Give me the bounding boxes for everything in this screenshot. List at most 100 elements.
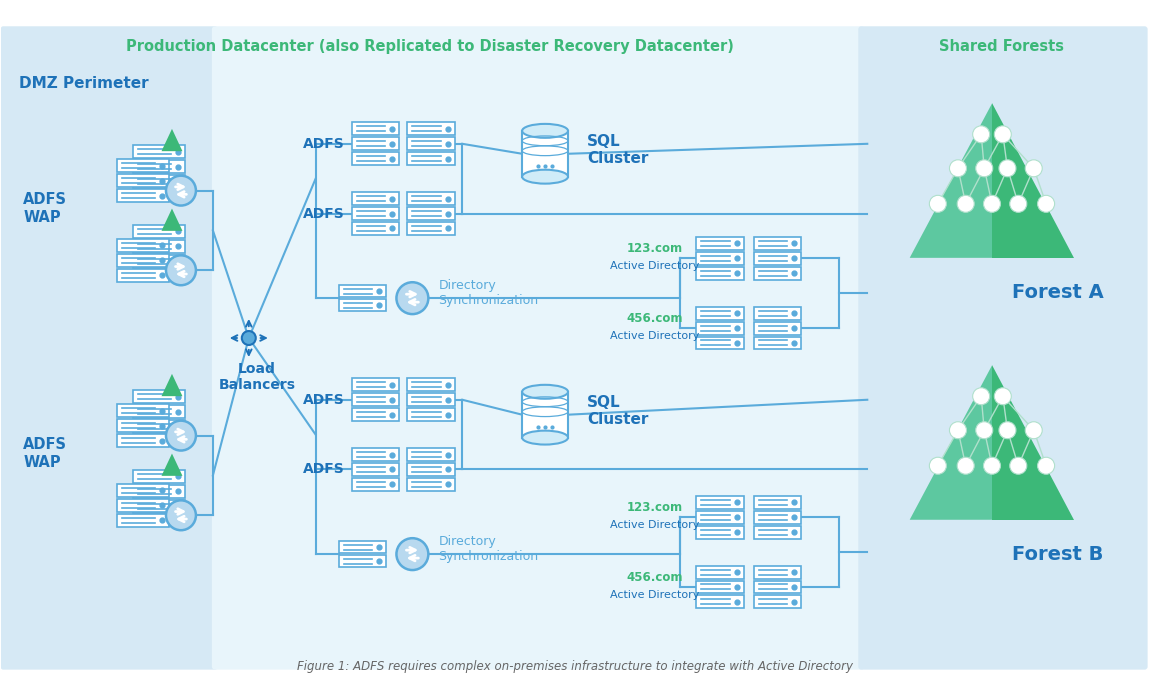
Polygon shape: [161, 454, 183, 476]
FancyBboxPatch shape: [753, 337, 802, 350]
FancyBboxPatch shape: [117, 434, 169, 447]
Text: 456.com: 456.com: [627, 571, 683, 583]
FancyBboxPatch shape: [133, 146, 185, 158]
Circle shape: [929, 457, 946, 474]
FancyBboxPatch shape: [753, 526, 802, 539]
FancyBboxPatch shape: [753, 237, 802, 250]
Text: Active Directory: Active Directory: [611, 261, 699, 271]
Circle shape: [929, 195, 946, 212]
Circle shape: [999, 422, 1015, 439]
Polygon shape: [161, 129, 183, 151]
FancyBboxPatch shape: [696, 252, 744, 265]
Text: Active Directory: Active Directory: [611, 331, 699, 341]
Text: Directory
Synchronization: Directory Synchronization: [438, 535, 538, 563]
Text: Forest A: Forest A: [1012, 283, 1104, 302]
FancyBboxPatch shape: [133, 405, 185, 418]
Circle shape: [1026, 422, 1042, 439]
FancyBboxPatch shape: [352, 152, 399, 165]
FancyBboxPatch shape: [352, 207, 399, 220]
FancyBboxPatch shape: [753, 267, 802, 279]
Circle shape: [166, 500, 196, 530]
FancyBboxPatch shape: [407, 478, 455, 491]
FancyBboxPatch shape: [338, 285, 386, 297]
Circle shape: [950, 160, 966, 177]
FancyBboxPatch shape: [352, 408, 399, 421]
FancyBboxPatch shape: [133, 485, 185, 498]
Circle shape: [975, 160, 992, 177]
FancyBboxPatch shape: [133, 255, 185, 268]
FancyBboxPatch shape: [338, 541, 386, 553]
FancyBboxPatch shape: [117, 159, 169, 172]
FancyBboxPatch shape: [352, 137, 399, 150]
Circle shape: [957, 195, 974, 212]
Text: ADFS: ADFS: [302, 207, 345, 220]
FancyBboxPatch shape: [338, 555, 386, 567]
Text: ADFS
WAP: ADFS WAP: [23, 192, 68, 224]
FancyBboxPatch shape: [753, 581, 802, 594]
Circle shape: [166, 421, 196, 451]
FancyBboxPatch shape: [352, 192, 399, 205]
FancyBboxPatch shape: [133, 240, 185, 253]
FancyBboxPatch shape: [352, 448, 399, 461]
Circle shape: [973, 126, 990, 143]
FancyBboxPatch shape: [212, 27, 865, 670]
Text: Figure 1: ADFS requires complex on-premises infrastructure to integrate with Act: Figure 1: ADFS requires complex on-premi…: [297, 660, 853, 673]
Circle shape: [983, 195, 1000, 212]
FancyBboxPatch shape: [696, 237, 744, 250]
FancyBboxPatch shape: [407, 152, 455, 165]
FancyBboxPatch shape: [352, 378, 399, 391]
FancyBboxPatch shape: [753, 496, 802, 509]
FancyBboxPatch shape: [407, 393, 455, 406]
FancyBboxPatch shape: [133, 420, 185, 433]
Text: Forest B: Forest B: [1012, 545, 1103, 564]
FancyBboxPatch shape: [407, 122, 455, 135]
Circle shape: [973, 388, 990, 405]
FancyBboxPatch shape: [117, 254, 169, 267]
Text: ADFS: ADFS: [302, 393, 345, 407]
FancyBboxPatch shape: [133, 470, 185, 483]
Polygon shape: [910, 103, 992, 258]
FancyBboxPatch shape: [0, 27, 217, 670]
FancyBboxPatch shape: [696, 596, 744, 609]
Text: 123.com: 123.com: [627, 242, 683, 255]
FancyBboxPatch shape: [407, 137, 455, 150]
FancyBboxPatch shape: [133, 390, 185, 403]
Text: Load
Balancers: Load Balancers: [218, 362, 296, 392]
Circle shape: [166, 256, 196, 285]
FancyBboxPatch shape: [522, 131, 568, 177]
Text: ADFS
WAP: ADFS WAP: [23, 437, 68, 470]
Ellipse shape: [522, 124, 568, 138]
FancyBboxPatch shape: [696, 581, 744, 594]
Polygon shape: [992, 365, 1074, 520]
Circle shape: [242, 331, 255, 345]
FancyBboxPatch shape: [407, 448, 455, 461]
Circle shape: [397, 282, 428, 314]
Polygon shape: [992, 103, 1074, 258]
FancyBboxPatch shape: [352, 463, 399, 476]
FancyBboxPatch shape: [117, 514, 169, 527]
Circle shape: [983, 457, 1000, 474]
Ellipse shape: [522, 430, 568, 445]
FancyBboxPatch shape: [133, 160, 185, 173]
FancyBboxPatch shape: [753, 596, 802, 609]
FancyBboxPatch shape: [352, 222, 399, 235]
Text: ADFS: ADFS: [302, 137, 345, 151]
Polygon shape: [161, 374, 183, 396]
Ellipse shape: [522, 385, 568, 398]
Polygon shape: [161, 209, 183, 231]
FancyBboxPatch shape: [133, 225, 185, 238]
Text: Production Datacenter (also Replicated to Disaster Recovery Datacenter): Production Datacenter (also Replicated t…: [126, 39, 735, 54]
Circle shape: [975, 422, 992, 439]
FancyBboxPatch shape: [407, 463, 455, 476]
FancyBboxPatch shape: [696, 267, 744, 279]
Circle shape: [166, 175, 196, 205]
Circle shape: [1037, 195, 1055, 212]
FancyBboxPatch shape: [696, 511, 744, 524]
FancyBboxPatch shape: [352, 393, 399, 406]
FancyBboxPatch shape: [117, 499, 169, 512]
FancyBboxPatch shape: [753, 252, 802, 265]
FancyBboxPatch shape: [133, 500, 185, 513]
Text: SQL
Cluster: SQL Cluster: [586, 133, 649, 166]
Text: 456.com: 456.com: [627, 311, 683, 324]
FancyBboxPatch shape: [696, 566, 744, 579]
